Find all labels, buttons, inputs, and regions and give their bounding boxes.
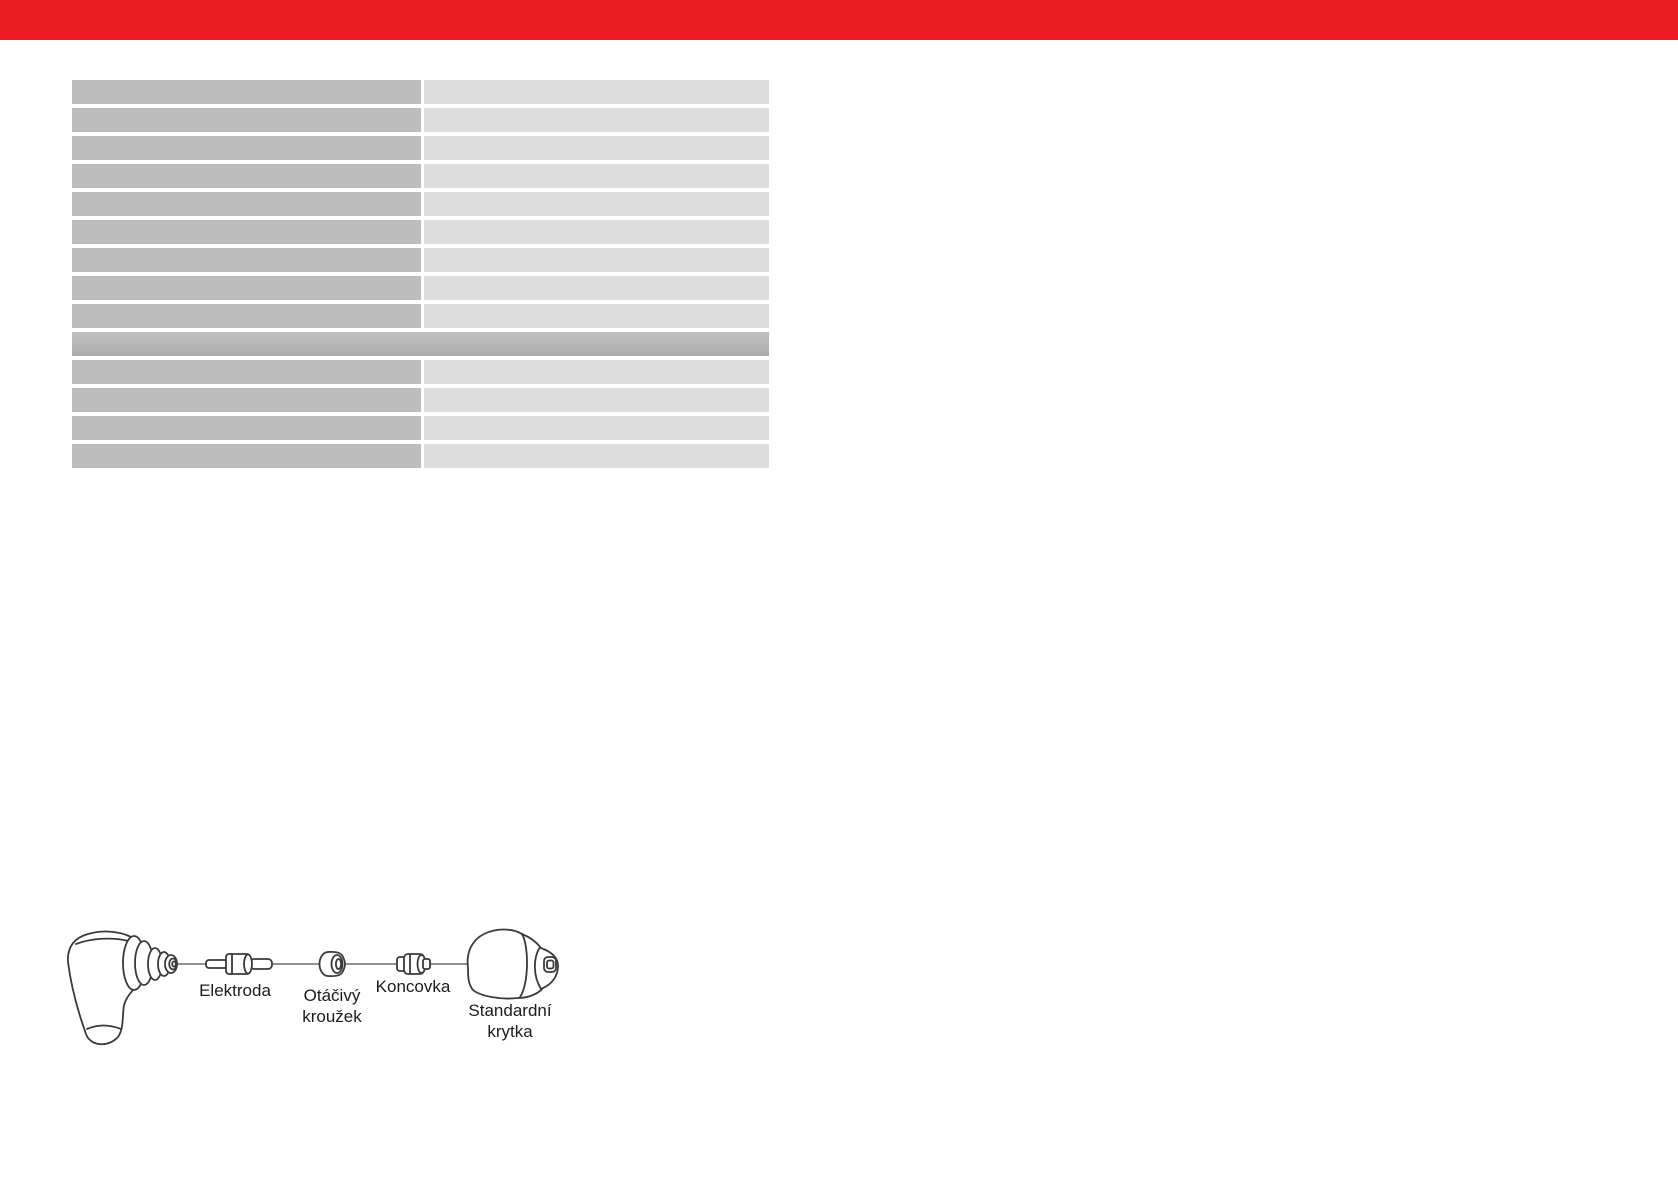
table-row: [72, 192, 769, 216]
table-cell-label: [72, 108, 421, 132]
table-cell-value: [424, 108, 769, 132]
header-banner: [0, 0, 1678, 40]
torch-parts-diagram: Elektroda Otáčivý kroužek Koncovka Stand…: [60, 848, 580, 1063]
table-row: [72, 248, 769, 272]
table-cell-value: [424, 248, 769, 272]
table-row: [72, 444, 769, 468]
table-cell-label: [72, 220, 421, 244]
table-cell-value: [424, 276, 769, 300]
table-cell-label: [72, 136, 421, 160]
swirl-ring-label-line2: kroužek: [302, 1007, 362, 1026]
table-cell-value: [424, 192, 769, 216]
table-cell-label: [72, 388, 421, 412]
table-cell-value: [424, 416, 769, 440]
table-cell-label: [72, 80, 421, 104]
torch-diagram-svg: [67, 928, 559, 1046]
table-cell-value: [424, 360, 769, 384]
table-row: [72, 360, 769, 384]
table-cell-label: [72, 164, 421, 188]
table-cell-label: [72, 304, 421, 328]
table-row: [72, 80, 769, 104]
cap-label-line2: krytka: [487, 1022, 533, 1041]
table-cell-value: [424, 388, 769, 412]
table-cell-value: [424, 80, 769, 104]
tip-drawing: [396, 953, 431, 975]
table-row: [72, 108, 769, 132]
table-row: [72, 416, 769, 440]
table-row: [72, 388, 769, 412]
swirl-ring-label: Otáčivý kroužek: [302, 985, 362, 1027]
swirl-ring-label-line1: Otáčivý: [303, 986, 361, 1005]
table-row: [72, 164, 769, 188]
swirl-ring-drawing: [318, 950, 346, 978]
tip-label: Koncovka: [375, 977, 451, 996]
table-cell-label: [72, 444, 421, 468]
cap-label-line1: Standardní: [468, 1001, 552, 1020]
table-row: [72, 276, 769, 300]
electrode-drawing: [205, 953, 273, 975]
table-row: [72, 304, 769, 328]
table-cell-value: [424, 444, 769, 468]
table-cell-value: [424, 136, 769, 160]
table-cell-label: [72, 360, 421, 384]
electrode-label: Elektroda: [199, 981, 271, 1000]
table-cell-label: [72, 416, 421, 440]
table-section-row: [72, 332, 769, 356]
torch-head-drawing: [67, 930, 178, 1046]
table-row: [72, 220, 769, 244]
table-cell-label: [72, 248, 421, 272]
table-cell-value: [424, 220, 769, 244]
table-cell-label: [72, 276, 421, 300]
cap-drawing: [466, 928, 559, 1000]
cap-label: Standardní krytka: [468, 1000, 551, 1042]
table-cell-value: [424, 304, 769, 328]
table-cell-label: [72, 192, 421, 216]
table-cell-value: [424, 164, 769, 188]
table-row: [72, 136, 769, 160]
spec-table: [72, 80, 769, 468]
